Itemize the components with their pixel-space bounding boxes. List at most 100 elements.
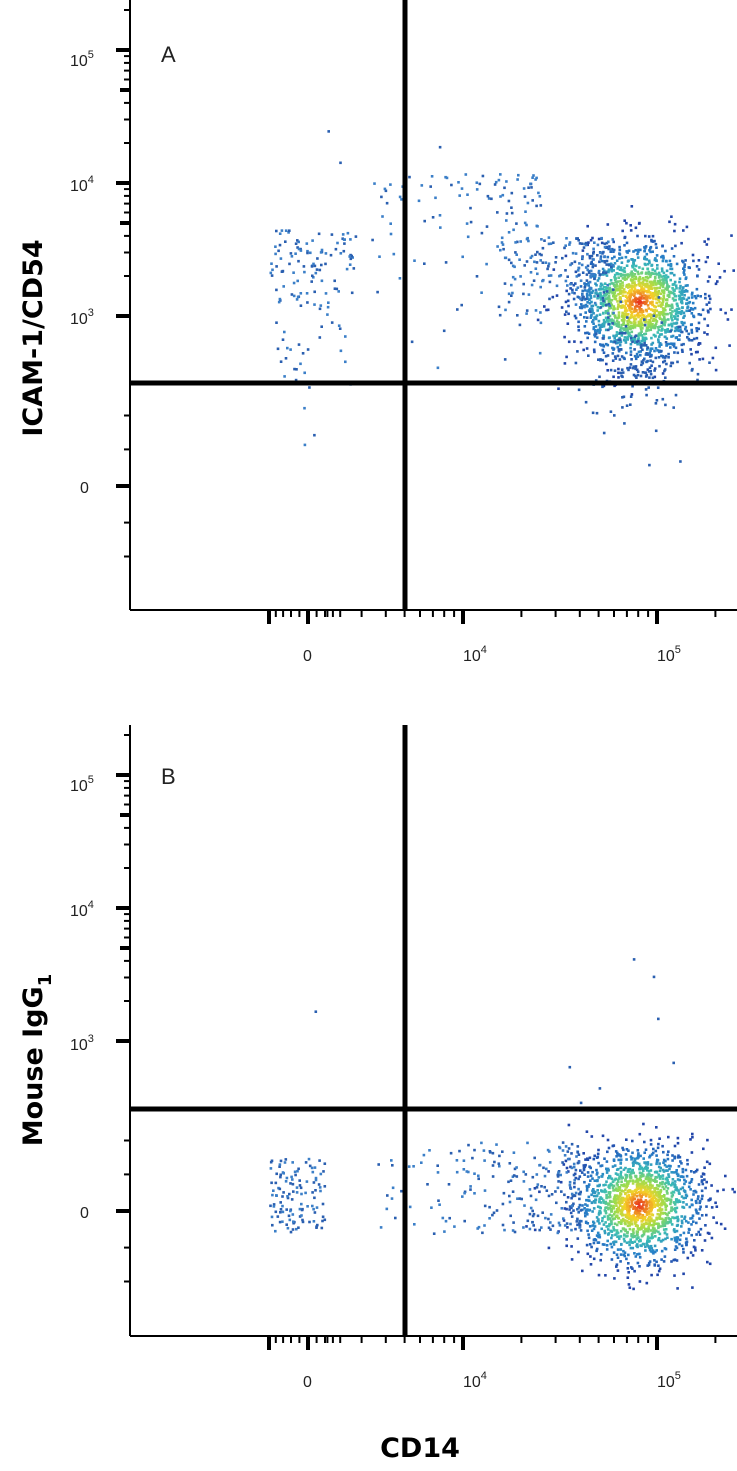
event-dot: [513, 265, 516, 269]
event-dot: [623, 331, 627, 335]
event-dot: [608, 1223, 611, 1227]
event-dot: [475, 275, 479, 278]
event-dot: [623, 219, 626, 222]
event-dot: [309, 251, 312, 255]
event-dot: [684, 325, 688, 329]
event-dot: [654, 242, 658, 246]
event-dot: [522, 187, 526, 190]
event-dot: [624, 1179, 627, 1182]
event-dot: [607, 288, 611, 291]
event-dot: [531, 1220, 534, 1224]
event-dot: [651, 1224, 655, 1227]
event-dot: [590, 291, 594, 294]
event-dot: [672, 1258, 676, 1262]
event-dot: [648, 1195, 651, 1199]
event-dot: [645, 1200, 648, 1204]
event-dot: [599, 1164, 602, 1168]
event-dot: [292, 1190, 295, 1193]
event-dot: [688, 266, 691, 270]
event-dot: [615, 1208, 619, 1211]
event-dot: [652, 296, 655, 300]
event-dot: [683, 268, 686, 272]
event-dot: [690, 1151, 694, 1154]
event-dot: [664, 287, 667, 290]
event-dot: [645, 252, 649, 256]
event-dot: [695, 1210, 698, 1213]
event-dot: [577, 320, 580, 324]
event-dot: [667, 342, 671, 346]
event-dot: [276, 347, 280, 351]
event-dot: [623, 1251, 627, 1254]
event-dot: [684, 1168, 688, 1172]
event-dot: [491, 1213, 494, 1217]
event-dot: [493, 183, 497, 186]
event-dot: [622, 1253, 626, 1257]
event-dot: [610, 265, 613, 269]
event-dot: [589, 294, 593, 298]
event-dot: [695, 287, 699, 291]
event-dot: [685, 1174, 689, 1178]
event-dot: [630, 270, 633, 273]
event-dot: [664, 278, 668, 281]
event-dot: [564, 254, 568, 258]
event-dot: [602, 271, 605, 274]
event-dot: [574, 1168, 578, 1172]
event-dot: [638, 1204, 641, 1207]
event-dot: [697, 268, 701, 271]
event-dot: [586, 224, 589, 228]
event-dot: [569, 287, 572, 290]
event-dot: [279, 1175, 282, 1179]
event-dot: [664, 1185, 668, 1188]
event-dot: [292, 271, 295, 274]
event-dot: [679, 1160, 682, 1163]
event-dot: [298, 1179, 301, 1182]
event-dot: [621, 406, 624, 409]
event-dot: [481, 174, 485, 178]
event-dot: [654, 276, 657, 280]
event-dot: [638, 1213, 642, 1216]
event-dot: [675, 328, 678, 332]
event-dot: [634, 357, 638, 361]
event-dot: [665, 280, 668, 283]
event-dot: [604, 297, 607, 300]
event-dot: [643, 301, 647, 304]
event-dot: [601, 1172, 605, 1176]
event-dot: [691, 1132, 694, 1136]
event-dot: [631, 326, 635, 330]
event-dot: [646, 285, 649, 289]
event-dot: [708, 1262, 712, 1266]
event-dot: [640, 360, 644, 363]
event-dot: [617, 265, 620, 269]
event-dot: [279, 1159, 283, 1163]
event-dot: [319, 304, 323, 307]
event-dot: [596, 1189, 599, 1192]
event-dot: [632, 1162, 635, 1166]
event-dot: [696, 294, 700, 298]
event-dot: [615, 331, 619, 334]
event-dot: [575, 1220, 579, 1223]
event-dot: [643, 249, 646, 253]
event-dot: [696, 1212, 700, 1215]
event-dot: [600, 1175, 604, 1178]
event-dot: [530, 254, 534, 258]
event-dot: [691, 1286, 694, 1289]
event-dot: [633, 1252, 636, 1255]
event-dot: [616, 1211, 620, 1214]
event-dot: [575, 237, 579, 240]
event-dot: [297, 247, 301, 251]
event-dot: [620, 1183, 623, 1187]
event-dot: [626, 329, 629, 332]
event-dot: [651, 268, 654, 271]
event-dot: [632, 1195, 635, 1199]
event-dot: [298, 1207, 302, 1211]
panel-a: A 105 104 103 0 0 104 105 ICAM-1/CD54: [18, 0, 737, 665]
event-dot: [604, 1274, 607, 1277]
event-dot: [612, 1204, 615, 1208]
event-dot: [667, 352, 670, 356]
event-dot: [627, 259, 630, 262]
event-dot: [326, 305, 330, 309]
event-dot: [665, 362, 668, 366]
event-dot: [644, 302, 647, 306]
event-dot: [653, 349, 656, 353]
event-dot: [585, 1186, 589, 1190]
